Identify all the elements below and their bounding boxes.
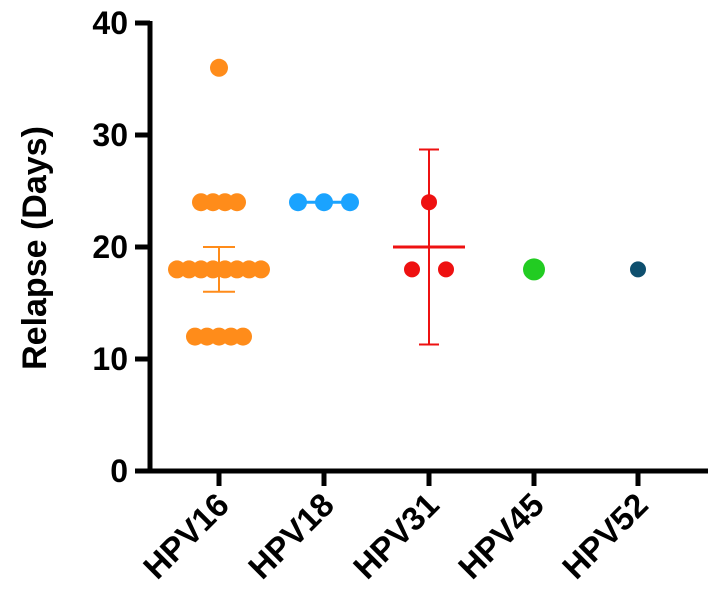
x-axis-ticks: HPV16 HPV18 HPV31 HPV45 HPV52 bbox=[136, 471, 655, 586]
x-tick-label: HPV45 bbox=[451, 486, 551, 586]
y-axis-title: Relapse (Days) bbox=[16, 126, 54, 370]
data-marks bbox=[168, 58, 646, 346]
x-tick-label: HPV31 bbox=[346, 486, 446, 586]
data-point bbox=[234, 327, 252, 346]
data-point bbox=[252, 260, 270, 279]
y-tick-label: 20 bbox=[92, 229, 128, 265]
data-point bbox=[421, 194, 437, 211]
y-tick-label: 10 bbox=[92, 341, 128, 377]
data-point bbox=[228, 193, 246, 212]
x-tick-label: HPV18 bbox=[241, 486, 341, 586]
x-tick-label: HPV52 bbox=[555, 486, 655, 586]
series-hpv16 bbox=[168, 58, 270, 346]
y-tick-label: 0 bbox=[110, 453, 128, 489]
y-tick-label: 40 bbox=[92, 5, 128, 41]
series-hpv18 bbox=[289, 193, 359, 212]
data-point bbox=[210, 58, 228, 77]
data-point bbox=[630, 261, 646, 278]
data-point bbox=[438, 261, 454, 278]
series-hpv45 bbox=[523, 258, 545, 281]
series-hpv52 bbox=[630, 261, 646, 278]
data-point bbox=[523, 258, 545, 281]
data-point bbox=[404, 261, 420, 278]
series-hpv31 bbox=[393, 148, 465, 346]
y-tick-label: 30 bbox=[92, 117, 128, 153]
x-tick-label: HPV16 bbox=[136, 486, 236, 586]
y-axis-ticks: 0 10 20 30 40 bbox=[92, 5, 150, 489]
